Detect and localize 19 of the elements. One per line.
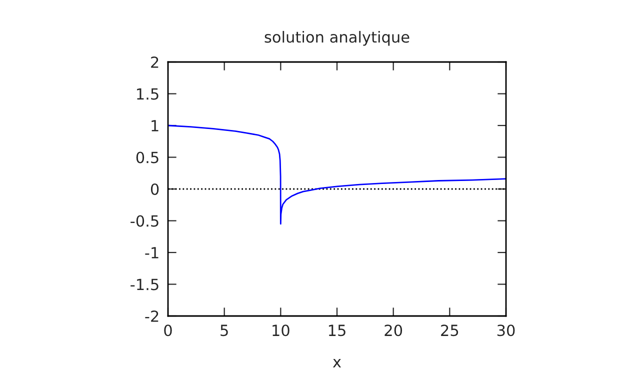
y-tick-label: 0 [150,183,159,196]
x-tick-label: 25 [441,324,458,336]
x-axis-title: x [332,359,342,368]
x-tick-label: 10 [272,324,290,336]
y-tick-label: -2 [145,310,158,322]
x-tick-label: 0 [164,324,172,336]
x-tick-label: 15 [328,324,346,336]
y-tick-label: 2 [151,56,158,68]
y-tick-label: 0.5 [136,152,158,164]
chart-title: solution analytique [264,30,410,46]
y-tick-label: 1 [152,120,158,132]
y-tick-label: -0.5 [130,215,158,227]
line-series [168,124,506,225]
y-tick-label: -1 [145,247,158,258]
y-tick-label: -1.5 [130,278,158,290]
x-tick-label: 20 [384,324,402,336]
y-tick-label: 1.5 [137,88,158,100]
x-tick-label: 5 [220,324,228,336]
x-tick-label: 30 [497,324,515,336]
